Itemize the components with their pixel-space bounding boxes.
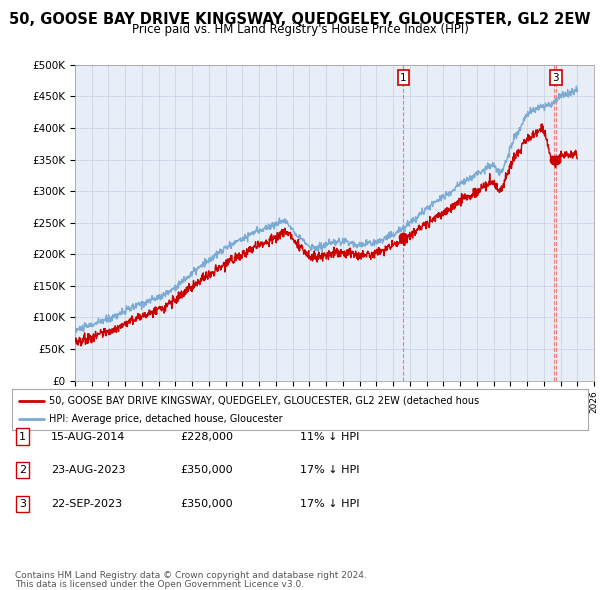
Text: 3: 3	[19, 499, 26, 509]
Text: 1: 1	[19, 432, 26, 441]
Text: £228,000: £228,000	[180, 432, 233, 441]
Text: 23-AUG-2023: 23-AUG-2023	[51, 466, 125, 475]
Text: 3: 3	[553, 73, 559, 83]
Text: £350,000: £350,000	[180, 466, 233, 475]
Text: 15-AUG-2014: 15-AUG-2014	[51, 432, 125, 441]
Text: Price paid vs. HM Land Registry's House Price Index (HPI): Price paid vs. HM Land Registry's House …	[131, 23, 469, 36]
Text: 22-SEP-2023: 22-SEP-2023	[51, 499, 122, 509]
Text: £350,000: £350,000	[180, 499, 233, 509]
Text: HPI: Average price, detached house, Gloucester: HPI: Average price, detached house, Glou…	[49, 415, 283, 424]
Text: Contains HM Land Registry data © Crown copyright and database right 2024.: Contains HM Land Registry data © Crown c…	[15, 571, 367, 581]
Text: 17% ↓ HPI: 17% ↓ HPI	[300, 466, 359, 475]
Text: 17% ↓ HPI: 17% ↓ HPI	[300, 499, 359, 509]
Text: This data is licensed under the Open Government Licence v3.0.: This data is licensed under the Open Gov…	[15, 579, 304, 589]
Text: 1: 1	[400, 73, 407, 83]
Text: 11% ↓ HPI: 11% ↓ HPI	[300, 432, 359, 441]
Text: 50, GOOSE BAY DRIVE KINGSWAY, QUEDGELEY, GLOUCESTER, GL2 2EW (detached hous: 50, GOOSE BAY DRIVE KINGSWAY, QUEDGELEY,…	[49, 396, 479, 406]
Text: 50, GOOSE BAY DRIVE KINGSWAY, QUEDGELEY, GLOUCESTER, GL2 2EW: 50, GOOSE BAY DRIVE KINGSWAY, QUEDGELEY,…	[9, 12, 591, 27]
Text: 2: 2	[19, 466, 26, 475]
